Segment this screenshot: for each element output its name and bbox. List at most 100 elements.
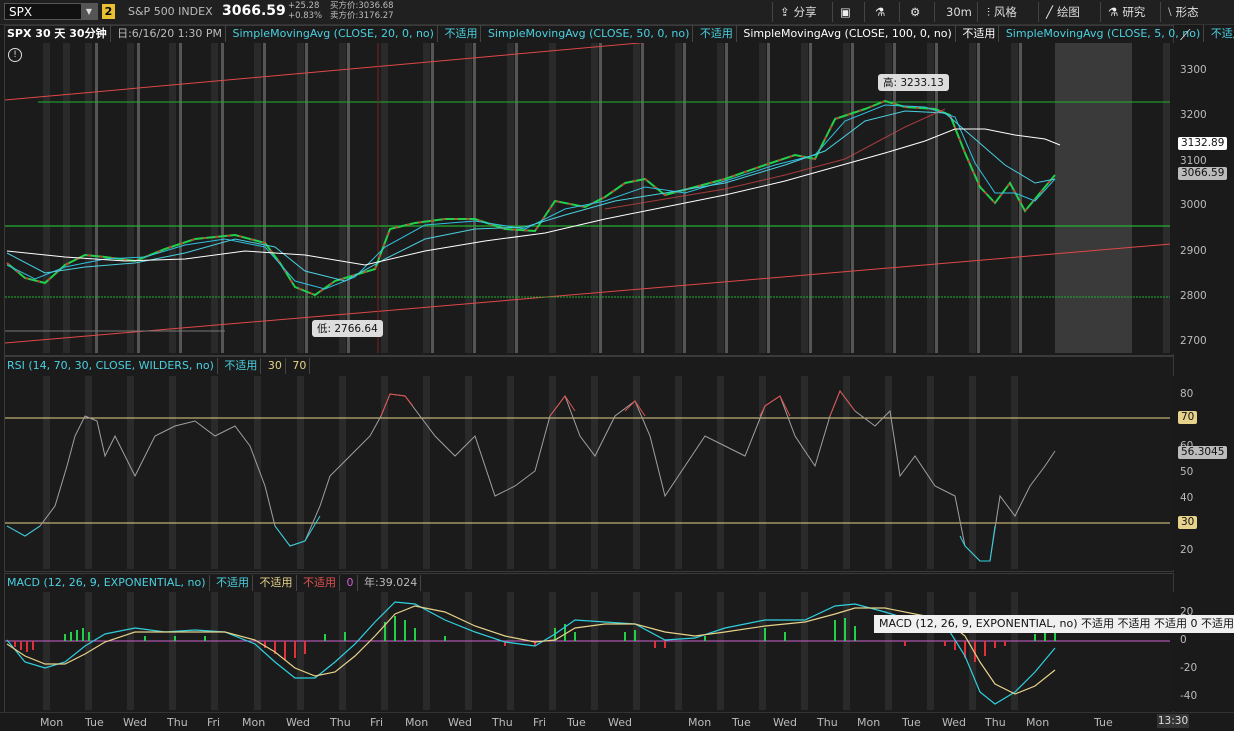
- alert-icon[interactable]: !: [8, 48, 22, 62]
- day-label: Thu: [167, 716, 188, 729]
- settings-button[interactable]: ⚙: [910, 2, 924, 22]
- chevron-down-icon[interactable]: ▼: [81, 4, 97, 19]
- share-button[interactable]: ⇪ 分享: [780, 2, 817, 22]
- rsi-oversold-segment-3: [959, 525, 996, 562]
- bid-ask: 买方价:3036.68 卖方价:3176.27: [330, 1, 394, 21]
- day-label: Tue: [1094, 716, 1113, 729]
- macd-avg-value: 不适用: [257, 575, 297, 591]
- sma5-label[interactable]: SimpleMovingAvg (CLOSE, 5, 0, no): [1003, 25, 1205, 42]
- price-tick: 3300: [1180, 64, 1207, 76]
- toolbar-divider: [772, 2, 773, 22]
- rsi-last-tag: 56.3045: [1178, 446, 1228, 459]
- rsi-line: [6, 389, 1056, 562]
- share-icon: ⇪: [780, 5, 790, 19]
- rsi-overbought-segment-2: [549, 395, 576, 417]
- sma20-line: [6, 110, 1056, 282]
- ask-value: 卖方价:3176.27: [330, 11, 394, 21]
- sma5-value: 不适用: [1208, 25, 1234, 42]
- sma100-label[interactable]: SimpleMovingAvg (CLOSE, 100, 0, no): [740, 25, 956, 42]
- day-label: Fri: [370, 716, 384, 729]
- rsi-overbought-label: 70: [289, 358, 311, 374]
- right-scroll-strip[interactable]: [1163, 43, 1171, 353]
- pattern-icon: ⧵: [1168, 5, 1172, 19]
- flask-button[interactable]: ⚗: [875, 2, 889, 22]
- pattern-button[interactable]: ⧵ 形态: [1168, 2, 1199, 22]
- day-label: Wed: [608, 716, 632, 729]
- chart-title: SPX 30 天 30分钟: [4, 25, 111, 42]
- day-label: Wed: [773, 716, 797, 729]
- day-label: Thu: [985, 716, 1006, 729]
- price-change: +25.28 +0.83%: [288, 1, 322, 21]
- study-button[interactable]: ⚗ 研究: [1108, 2, 1145, 22]
- day-label: Mon: [688, 716, 712, 729]
- toolbar-divider: [864, 2, 865, 22]
- snapshot-icon: ▣: [840, 5, 851, 19]
- time-axis[interactable]: Mon Tue Wed Thu Fri Mon Wed Thu Fri Mon …: [0, 712, 1234, 731]
- rsi-70-tag: 70: [1178, 411, 1198, 424]
- snapshot-button[interactable]: ▣: [840, 2, 855, 22]
- day-label: Fri: [533, 716, 547, 729]
- price-tick: 3200: [1180, 109, 1207, 121]
- high-callout: 高: 3233.13: [878, 74, 949, 91]
- index-name: S&P 500 INDEX: [128, 5, 213, 18]
- macd-year-value: 年:39.024: [361, 575, 422, 591]
- rsi-tick: 50: [1180, 466, 1194, 478]
- price-axis[interactable]: 3300 3200 3100 3000 2900 2800 2700 3132.…: [1170, 43, 1234, 354]
- gear-icon: ⚙: [910, 5, 921, 19]
- low-callout: 低: 2766.64: [312, 320, 383, 337]
- drawing-tool-icon[interactable]: ⟋: [1180, 26, 1191, 44]
- rsi-30-tag: 30: [1178, 516, 1198, 529]
- macd-axis[interactable]: 20 0 -20 -40: [1170, 592, 1234, 711]
- rsi-label[interactable]: RSI (14, 70, 30, CLOSE, WILDERS, no): [4, 358, 218, 374]
- symbol-value: SPX: [9, 5, 33, 19]
- day-label: Mon: [40, 716, 64, 729]
- macd-label[interactable]: MACD (12, 26, 9, EXPONENTIAL, no): [4, 575, 210, 591]
- price-path-down: [6, 100, 1056, 296]
- rsi-overbought-segment-5: [829, 389, 856, 417]
- rsi-tick: 20: [1180, 544, 1194, 556]
- day-label: Mon: [242, 716, 266, 729]
- macd-header: MACD (12, 26, 9, EXPONENTIAL, no) 不适用 不适…: [4, 575, 422, 591]
- symbol-input[interactable]: SPX ▼: [4, 3, 98, 20]
- day-label: Tue: [85, 716, 104, 729]
- day-label: Thu: [492, 716, 513, 729]
- price-tick: 2700: [1180, 335, 1207, 347]
- rsi-overbought-segment-4: [759, 395, 791, 417]
- flask-icon: ⚗: [875, 5, 886, 19]
- macd-tooltip: MACD (12, 26, 9, EXPONENTIAL, no) 不适用 不适…: [874, 615, 1234, 633]
- sma20-label[interactable]: SimpleMovingAvg (CLOSE, 20, 0, no): [230, 25, 438, 42]
- rsi-overbought-segment: [380, 393, 414, 417]
- style-label: 风格: [993, 5, 1017, 19]
- sma50-label[interactable]: SimpleMovingAvg (CLOSE, 50, 0, no): [485, 25, 694, 42]
- trendline-lower: [5, 243, 1171, 344]
- style-button[interactable]: ⫶ 风格: [987, 2, 1017, 22]
- top-toolbar: SPX ▼ 2 S&P 500 INDEX 3066.59 +25.28 +0.…: [0, 0, 1234, 25]
- price-tick: 2800: [1180, 290, 1207, 302]
- pencil-icon: ╱: [1046, 5, 1053, 19]
- macd-tick: -20: [1180, 662, 1198, 674]
- rsi-tick: 40: [1180, 492, 1194, 504]
- interval-button[interactable]: 30m: [946, 5, 972, 19]
- day-label: Mon: [405, 716, 429, 729]
- price-tick: 3100: [1180, 155, 1207, 167]
- toolbar-divider: [899, 2, 900, 22]
- chart-date: 日:6/16/20 1:30 PM: [114, 25, 227, 42]
- toolbar-divider: [1100, 2, 1101, 22]
- macd-histogram-negative: [14, 641, 1006, 662]
- macd-tick: -40: [1180, 690, 1198, 702]
- study-label: 研究: [1122, 5, 1146, 19]
- macd-tick: 0: [1180, 634, 1187, 646]
- draw-button[interactable]: ╱ 绘图: [1046, 2, 1080, 22]
- draw-label: 绘图: [1056, 5, 1080, 19]
- link-group-badge[interactable]: 2: [102, 4, 115, 19]
- change-percent: +0.83%: [288, 11, 323, 21]
- change-value: +25.28: [288, 1, 320, 11]
- rsi-panel[interactable]: [4, 356, 1174, 572]
- macd-value: 不适用: [213, 575, 254, 591]
- rsi-oversold-segment-2: [274, 515, 321, 547]
- rsi-axis[interactable]: 80 60 50 40 20 70 30 56.3045: [1170, 376, 1234, 570]
- toolbar-divider: [832, 2, 833, 22]
- day-label: Wed: [123, 716, 147, 729]
- rsi-oversold-label: 30: [265, 358, 286, 374]
- rsi-value: 不适用: [221, 358, 262, 374]
